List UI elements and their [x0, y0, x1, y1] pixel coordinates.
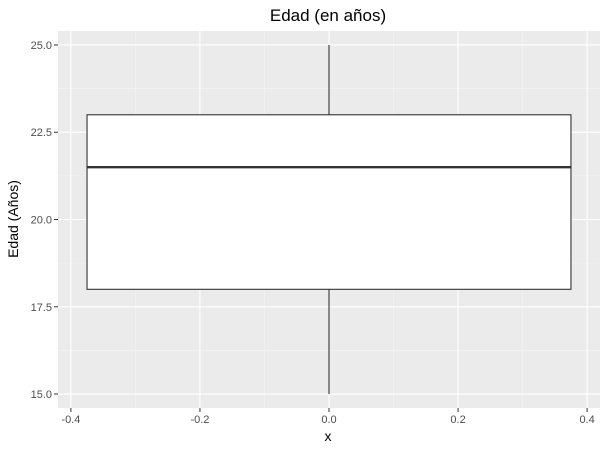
x-tick-label: 0.4 [579, 414, 594, 426]
y-tick-label: 22.5 [31, 127, 52, 139]
y-tick-label: 15.0 [31, 389, 52, 401]
x-tick-label: -0.2 [190, 414, 209, 426]
y-tick-label: 25.0 [31, 40, 52, 52]
chart-title: Edad (en años) [270, 6, 386, 25]
y-tick-label: 20.0 [31, 215, 52, 227]
x-tick-label: -0.4 [61, 414, 80, 426]
y-axis: 15.0 17.5 20.0 22.5 25.0 [31, 40, 58, 401]
y-axis-title: Edad (Años) [5, 180, 21, 258]
box-and-whiskers [86, 44, 572, 395]
x-tick-label: 0.2 [450, 414, 465, 426]
x-axis-title: x [325, 428, 332, 444]
y-tick-label: 17.5 [31, 302, 52, 314]
x-tick-label: 0.0 [321, 414, 336, 426]
interquartile-box [86, 114, 572, 290]
x-axis: -0.4 -0.2 0.0 0.2 0.4 [61, 408, 595, 426]
